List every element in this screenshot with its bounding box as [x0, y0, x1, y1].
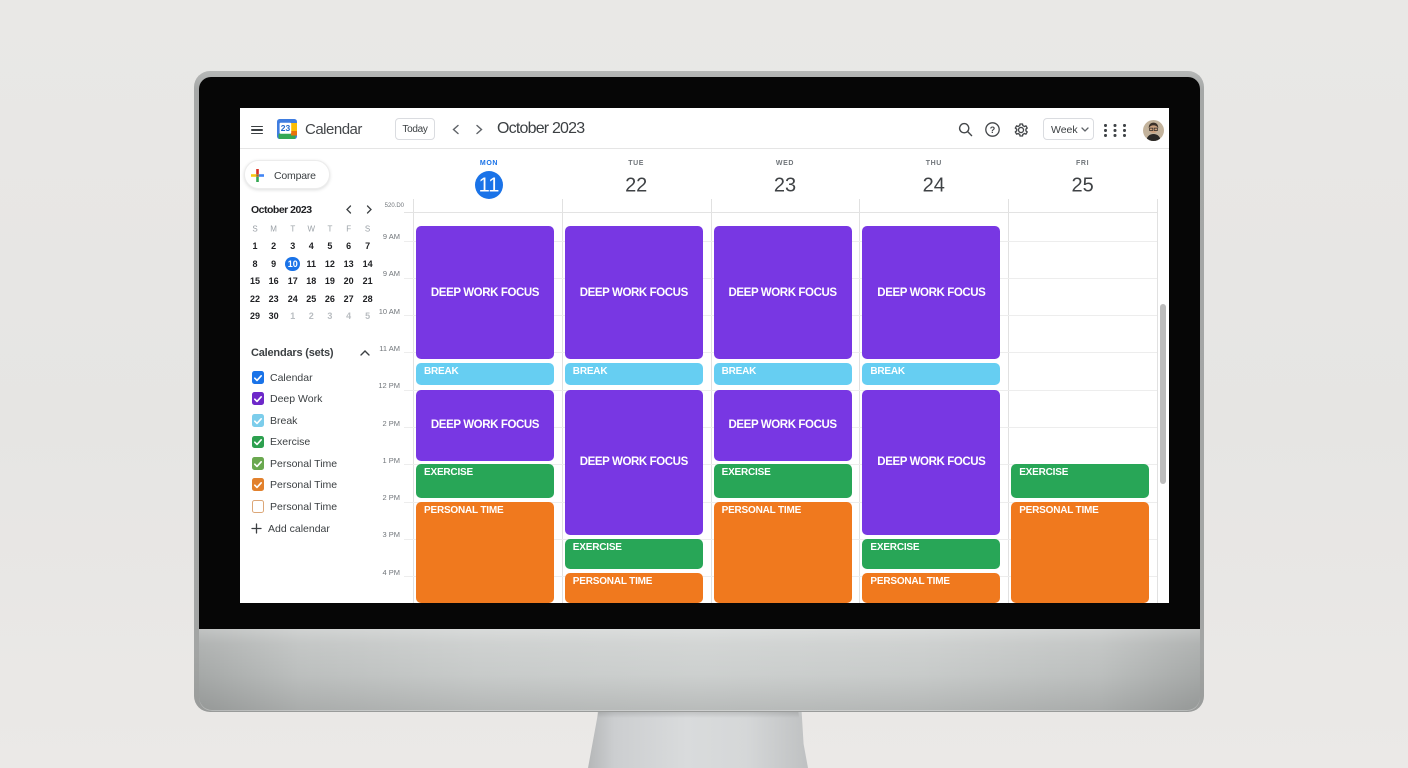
svg-text:?: ? — [990, 125, 996, 135]
svg-text:23: 23 — [281, 123, 291, 133]
